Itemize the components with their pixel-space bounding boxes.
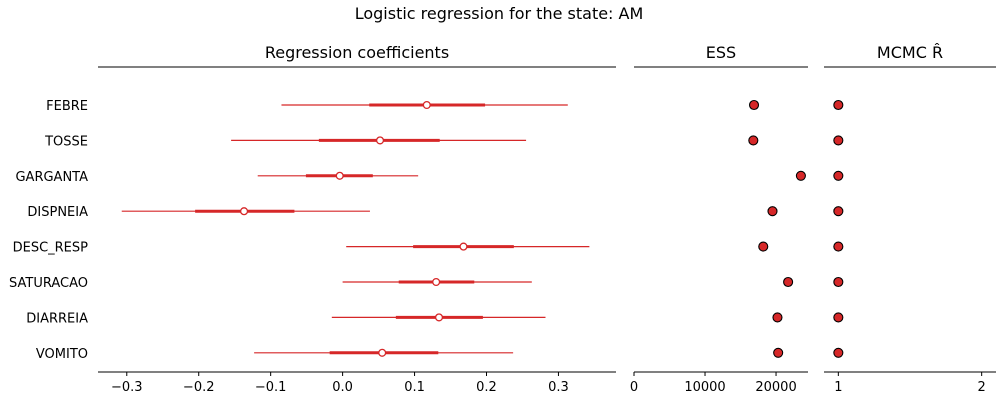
y-category-label: GARGANTA xyxy=(15,170,88,185)
panel-title-2: MCMC R̂ xyxy=(877,43,943,62)
data-point xyxy=(833,170,844,181)
x-tick-label: 0.0 xyxy=(332,380,353,395)
point-estimate xyxy=(459,242,468,251)
data-point xyxy=(833,135,844,146)
data-point xyxy=(783,276,794,288)
y-category-label: FEBRE xyxy=(46,99,88,114)
point-estimate xyxy=(375,136,385,145)
y-category-label: DESC_RESP xyxy=(13,241,89,256)
point-estimate xyxy=(434,313,444,322)
panel-title-0: Regression coefficients xyxy=(265,43,449,62)
x-tick-label: 20000 xyxy=(755,380,796,395)
point-estimate xyxy=(239,207,249,216)
x-tick-label: 10000 xyxy=(684,380,725,395)
data-point xyxy=(833,276,844,288)
x-tick-label: 2 xyxy=(978,380,986,395)
x-tick-label: 0 xyxy=(630,380,638,395)
y-category-label: DISPNEIA xyxy=(27,205,88,220)
data-point xyxy=(773,347,784,358)
x-tick-label: −0.2 xyxy=(183,380,215,395)
point-estimate xyxy=(432,277,441,287)
chart-layer: Regression coefficients −0.3 −0.2 −0.1 0.0 0.… xyxy=(9,43,996,395)
data-point xyxy=(767,206,778,217)
point-estimate xyxy=(335,171,344,180)
panel-title-1: ESS xyxy=(706,43,736,62)
data-point xyxy=(833,241,844,252)
data-point xyxy=(795,170,806,181)
data-point xyxy=(833,347,844,358)
data-point xyxy=(748,99,760,111)
figure-title: Logistic regression for the state: AM xyxy=(355,4,644,23)
point-estimate xyxy=(422,100,431,110)
y-category-label: SATURACAO xyxy=(9,276,88,291)
x-tick-label: 0.3 xyxy=(548,380,569,395)
point-estimate xyxy=(378,348,387,357)
y-category-label: VOMITO xyxy=(36,347,88,362)
x-tick-label: −0.1 xyxy=(255,380,287,395)
data-point xyxy=(772,312,783,323)
data-point xyxy=(833,206,844,217)
x-tick-label: 0.1 xyxy=(404,380,425,395)
x-tick-label: 1 xyxy=(834,380,842,395)
y-category-label: DIARREIA xyxy=(26,311,88,326)
y-category-label: TOSSE xyxy=(44,134,88,149)
data-point xyxy=(833,312,844,323)
data-point xyxy=(833,99,844,111)
x-tick-label: −0.3 xyxy=(111,380,143,395)
x-tick-label: 0.2 xyxy=(476,380,497,395)
data-point xyxy=(758,241,769,252)
data-point xyxy=(748,135,759,146)
